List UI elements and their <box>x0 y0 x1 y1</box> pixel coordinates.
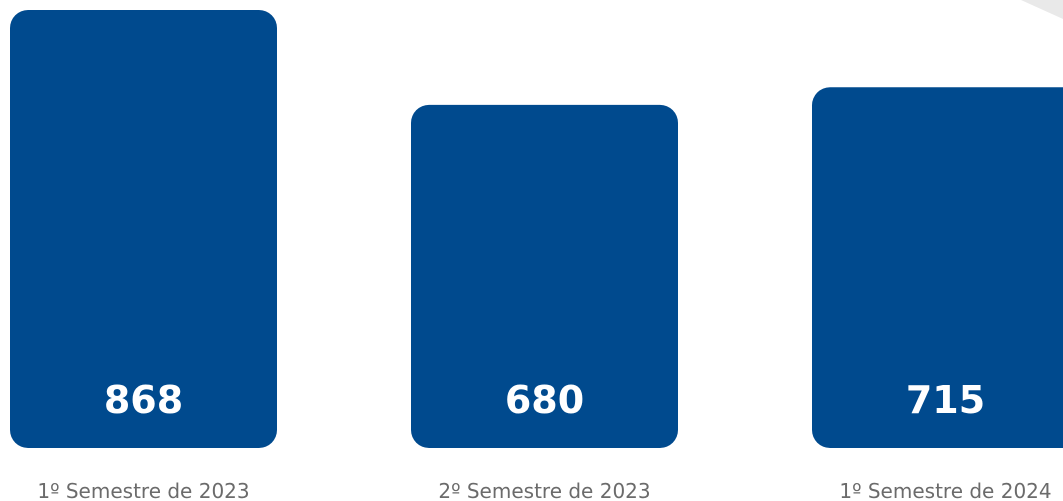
category-label: 1º Semestre de 2023 <box>37 479 249 501</box>
page-corner-fold <box>1021 0 1063 19</box>
value-label: 868 <box>104 378 183 422</box>
value-labels-group: 868 680 715 <box>104 378 985 422</box>
bar <box>411 104 678 448</box>
category-label: 1º Semestre de 2024 <box>839 479 1051 501</box>
value-label: 680 <box>505 378 584 422</box>
bar <box>812 87 1063 448</box>
bars-group <box>10 10 1063 448</box>
value-label: 715 <box>906 378 985 422</box>
category-label: 2º Semestre de 2023 <box>438 479 650 501</box>
category-labels-group: 1º Semestre de 2023 2º Semestre de 2023 1º… <box>37 479 1051 501</box>
bar <box>10 10 277 448</box>
